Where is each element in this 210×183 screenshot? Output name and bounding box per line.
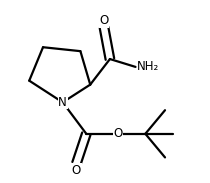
Text: O: O <box>72 164 81 177</box>
Text: O: O <box>99 14 109 27</box>
Text: O: O <box>113 127 122 140</box>
Text: N: N <box>58 96 67 109</box>
Text: NH₂: NH₂ <box>136 60 159 73</box>
